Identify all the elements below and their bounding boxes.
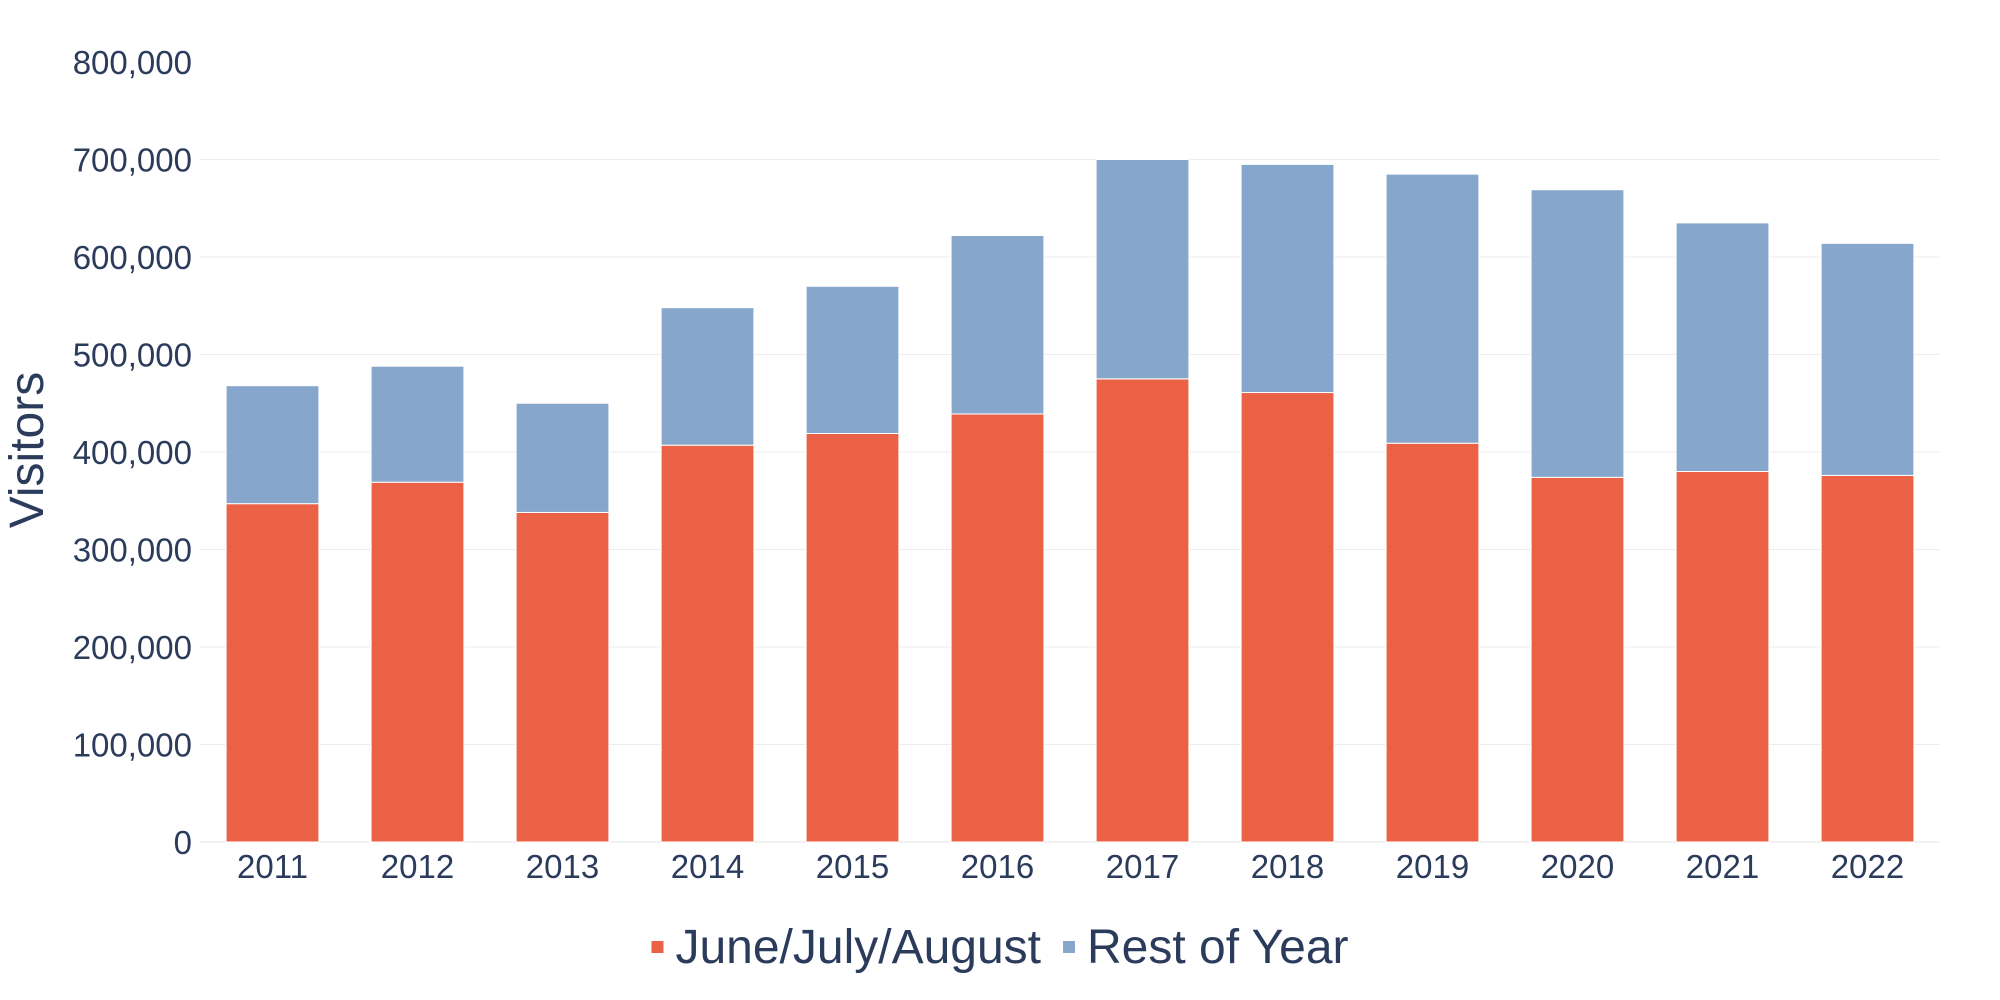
- x-tick-label: 2018: [1251, 848, 1324, 885]
- y-axis-ticks: 0 100,000 200,000 300,000 400,000 500,000 600,…: [73, 44, 192, 861]
- y-tick-label: 800,000: [73, 44, 192, 81]
- legend-swatch: [651, 941, 664, 953]
- bar-summer-2012: [370, 481, 465, 843]
- y-tick-label: 0: [174, 824, 192, 861]
- bar-rest-of-year-2019: [1385, 173, 1480, 444]
- bar-rest-of-year-2012: [370, 365, 465, 483]
- bar-rest-of-year-2016: [950, 235, 1045, 415]
- x-tick-label: 2014: [671, 848, 744, 885]
- bar-summer-2019: [1385, 442, 1480, 843]
- gridlines: [200, 159, 1940, 843]
- x-tick-label: 2020: [1541, 848, 1614, 885]
- y-tick-label: 500,000: [73, 337, 192, 374]
- legend-swatch: [1063, 941, 1076, 953]
- x-tick-label: 2019: [1396, 848, 1469, 885]
- y-tick-label: 100,000: [73, 727, 192, 764]
- bar-rest-of-year-2017: [1095, 159, 1190, 380]
- bar-summer-2014: [660, 444, 755, 843]
- y-tick-label: 700,000: [73, 142, 192, 179]
- bar-summer-2017: [1095, 378, 1190, 843]
- bar-summer-2020: [1530, 476, 1625, 843]
- x-tick-label: 2015: [816, 848, 889, 885]
- x-tick-label: 2013: [526, 848, 599, 885]
- legend-label: June/July/August: [675, 921, 1041, 974]
- bar-summer-2016: [950, 413, 1045, 843]
- x-tick-label: 2011: [237, 848, 308, 885]
- x-tick-label: 2021: [1686, 848, 1759, 885]
- bar-rest-of-year-2020: [1530, 189, 1625, 478]
- y-tick-label: 200,000: [73, 629, 192, 666]
- bar-rest-of-year-2011: [225, 385, 320, 505]
- bar-summer-2021: [1675, 471, 1770, 843]
- y-tick-label: 600,000: [73, 239, 192, 276]
- x-tick-label: 2016: [961, 848, 1034, 885]
- x-tick-label: 2022: [1831, 848, 1904, 885]
- bar-summer-2013: [515, 511, 610, 843]
- x-tick-label: 2017: [1106, 848, 1179, 885]
- bar-rest-of-year-2022: [1820, 242, 1915, 476]
- bar-rest-of-year-2018: [1240, 163, 1335, 394]
- bar-rest-of-year-2013: [515, 402, 610, 513]
- legend-label: Rest of Year: [1087, 921, 1349, 974]
- bar-summer-2022: [1820, 474, 1915, 843]
- bar-summer-2015: [805, 432, 900, 843]
- y-axis-label: Visitors: [1, 372, 54, 529]
- bars: [225, 159, 1915, 843]
- y-tick-label: 400,000: [73, 434, 192, 471]
- bar-rest-of-year-2021: [1675, 222, 1770, 472]
- bar-summer-2018: [1240, 392, 1335, 843]
- legend: June/July/August Rest of Year: [651, 921, 1349, 974]
- x-tick-label: 2012: [381, 848, 454, 885]
- bar-summer-2011: [225, 503, 320, 843]
- bar-rest-of-year-2014: [660, 307, 755, 446]
- y-tick-label: 300,000: [73, 532, 192, 569]
- bar-rest-of-year-2015: [805, 285, 900, 434]
- x-axis-ticks: 2011 2012 2013 2014 2015 2016 2017 2018 2019 2020…: [237, 848, 1904, 885]
